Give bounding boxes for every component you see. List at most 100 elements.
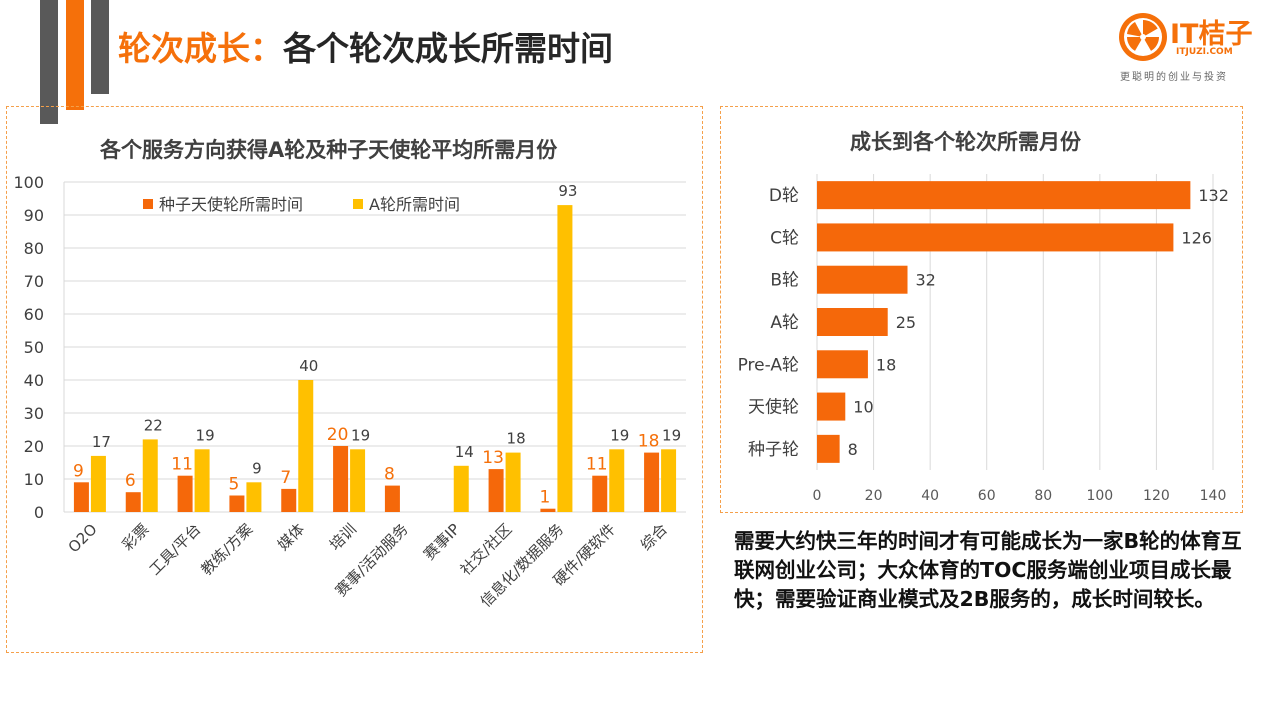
left-ytick-label: 60 xyxy=(24,305,44,324)
hbar xyxy=(817,181,1191,210)
bar-seed-angel xyxy=(281,488,297,512)
left-category-label: 教练/方案 xyxy=(198,520,257,579)
label-round-a: 19 xyxy=(610,426,629,444)
bar-round-a xyxy=(609,449,625,512)
bar-seed-angel xyxy=(125,492,141,512)
bar-seed-angel xyxy=(229,495,245,512)
orange-slice-icon xyxy=(1119,13,1167,61)
right-hbar-chart: 0 20 40 60 80 100 120 140 132 D轮 126 C轮 32 B轮 25 A轮 18 Pr… xyxy=(738,174,1229,504)
bar-round-a xyxy=(142,439,158,512)
hbar-value-label: 126 xyxy=(1181,228,1212,247)
header-bar-gray-left xyxy=(40,0,58,124)
bar-seed-angel xyxy=(333,446,349,512)
legend-label: 种子天使轮所需时间 xyxy=(159,195,303,214)
summary-text: 需要大约快三年的时间才有可能成长为一家B轮的体育互联网创业公司；大众体育的TOC… xyxy=(734,529,1242,611)
label-round-a: 17 xyxy=(92,433,111,451)
bar-seed-angel xyxy=(384,485,400,512)
bar-round-a xyxy=(350,449,366,512)
page-title-highlight: 轮次成长： xyxy=(118,29,283,68)
right-xtick-label: 140 xyxy=(1200,488,1227,504)
label-round-a: 19 xyxy=(662,426,681,444)
label-seed-angel: 7 xyxy=(280,468,291,488)
label-round-a: 19 xyxy=(196,426,215,444)
left-ytick-label: 10 xyxy=(24,470,44,489)
left-ytick-label: 40 xyxy=(24,371,44,390)
hbar-category-label: Pre-A轮 xyxy=(738,355,799,375)
legend-swatch xyxy=(353,199,363,209)
bar-seed-angel xyxy=(73,482,89,512)
label-round-a: 40 xyxy=(299,357,318,375)
bar-seed-angel xyxy=(177,475,193,512)
left-chart-panel xyxy=(6,106,703,653)
right-xtick-label: 60 xyxy=(978,488,996,504)
page-title: 轮次成长：各个轮次成长所需时间 xyxy=(118,22,613,70)
bar-seed-angel xyxy=(540,508,556,512)
hbar xyxy=(817,350,868,379)
hbar-value-label: 25 xyxy=(896,313,916,332)
left-ytick-label: 80 xyxy=(24,239,44,258)
left-ytick-label: 20 xyxy=(24,437,44,456)
left-category-label: O2O xyxy=(65,520,101,556)
left-ytick-label: 30 xyxy=(24,404,44,423)
legend-label: A轮所需时间 xyxy=(369,195,460,214)
right-xtick-label: 120 xyxy=(1143,488,1170,504)
left-category-label: 综合 xyxy=(637,520,671,554)
right-xtick-label: 0 xyxy=(813,488,822,504)
label-seed-angel: 6 xyxy=(125,471,136,491)
left-category-label: 媒体 xyxy=(274,520,308,554)
right-xtick-label: 20 xyxy=(865,488,883,504)
hbar-value-label: 8 xyxy=(848,440,858,459)
logo-brand-text: IT桔子 xyxy=(1170,19,1253,50)
label-round-a: 18 xyxy=(507,430,526,448)
label-round-a: 14 xyxy=(455,443,474,461)
hbar xyxy=(817,392,846,421)
label-seed-angel: 11 xyxy=(586,455,608,475)
bar-round-a xyxy=(298,380,314,512)
logo-domain-text: ITJUZI.COM xyxy=(1176,47,1233,57)
left-ytick-label: 50 xyxy=(24,338,44,357)
right-chart-title: 成长到各个轮次所需月份 xyxy=(850,130,1081,154)
label-round-a: 22 xyxy=(144,416,163,434)
label-seed-angel: 18 xyxy=(638,432,660,452)
hbar-category-label: C轮 xyxy=(770,228,799,248)
left-chart-title: 各个服务方向获得A轮及种子天使轮平均所需月份 xyxy=(100,138,558,162)
left-category-label: 彩票 xyxy=(119,520,153,554)
hbar xyxy=(817,434,840,463)
label-seed-angel: 8 xyxy=(384,465,395,485)
right-xtick-label: 100 xyxy=(1086,488,1113,504)
label-round-a: 93 xyxy=(558,182,577,200)
bar-round-a xyxy=(661,449,677,512)
right-xtick-label: 80 xyxy=(1034,488,1052,504)
hbar-category-label: 种子轮 xyxy=(748,440,799,460)
label-seed-angel: 5 xyxy=(229,475,240,495)
left-ytick-label: 70 xyxy=(24,272,44,291)
left-category-label: 培训 xyxy=(326,520,360,554)
bar-seed-angel xyxy=(644,452,660,512)
bar-seed-angel xyxy=(488,469,504,512)
right-chart-panel xyxy=(720,106,1243,513)
hbar xyxy=(817,265,908,294)
left-category-label: 工具/平台 xyxy=(146,520,205,579)
logo-slogan: 更聪明的创业与投资 xyxy=(1120,72,1228,83)
label-seed-angel: 9 xyxy=(73,461,84,481)
page-title-rest: 各个轮次成长所需时间 xyxy=(283,29,613,68)
bar-round-a xyxy=(505,452,521,512)
label-seed-angel: 1 xyxy=(540,488,551,508)
left-ytick-label: 90 xyxy=(24,206,44,225)
label-round-a: 9 xyxy=(252,459,262,477)
hbar-category-label: 天使轮 xyxy=(748,397,799,418)
header-bar-gray-right xyxy=(91,0,109,94)
hbar-value-label: 32 xyxy=(916,271,936,290)
bar-round-a xyxy=(453,465,469,512)
bar-round-a xyxy=(246,482,262,512)
brand-logo: IT桔子 ITJUZI.COM 更聪明的创业与投资 xyxy=(1118,10,1258,85)
right-xtick-label: 40 xyxy=(921,488,939,504)
label-seed-angel: 13 xyxy=(482,448,504,468)
left-category-label: 赛事IP xyxy=(420,520,463,563)
legend-swatch xyxy=(143,199,153,209)
left-bar-chart: 0102030405060708090100917O2O622彩票1119工具/… xyxy=(13,173,686,611)
label-round-a: 19 xyxy=(351,426,370,444)
hbar-category-label: A轮 xyxy=(770,313,799,333)
hbar-category-label: B轮 xyxy=(770,271,799,291)
left-ytick-label: 0 xyxy=(34,503,44,522)
